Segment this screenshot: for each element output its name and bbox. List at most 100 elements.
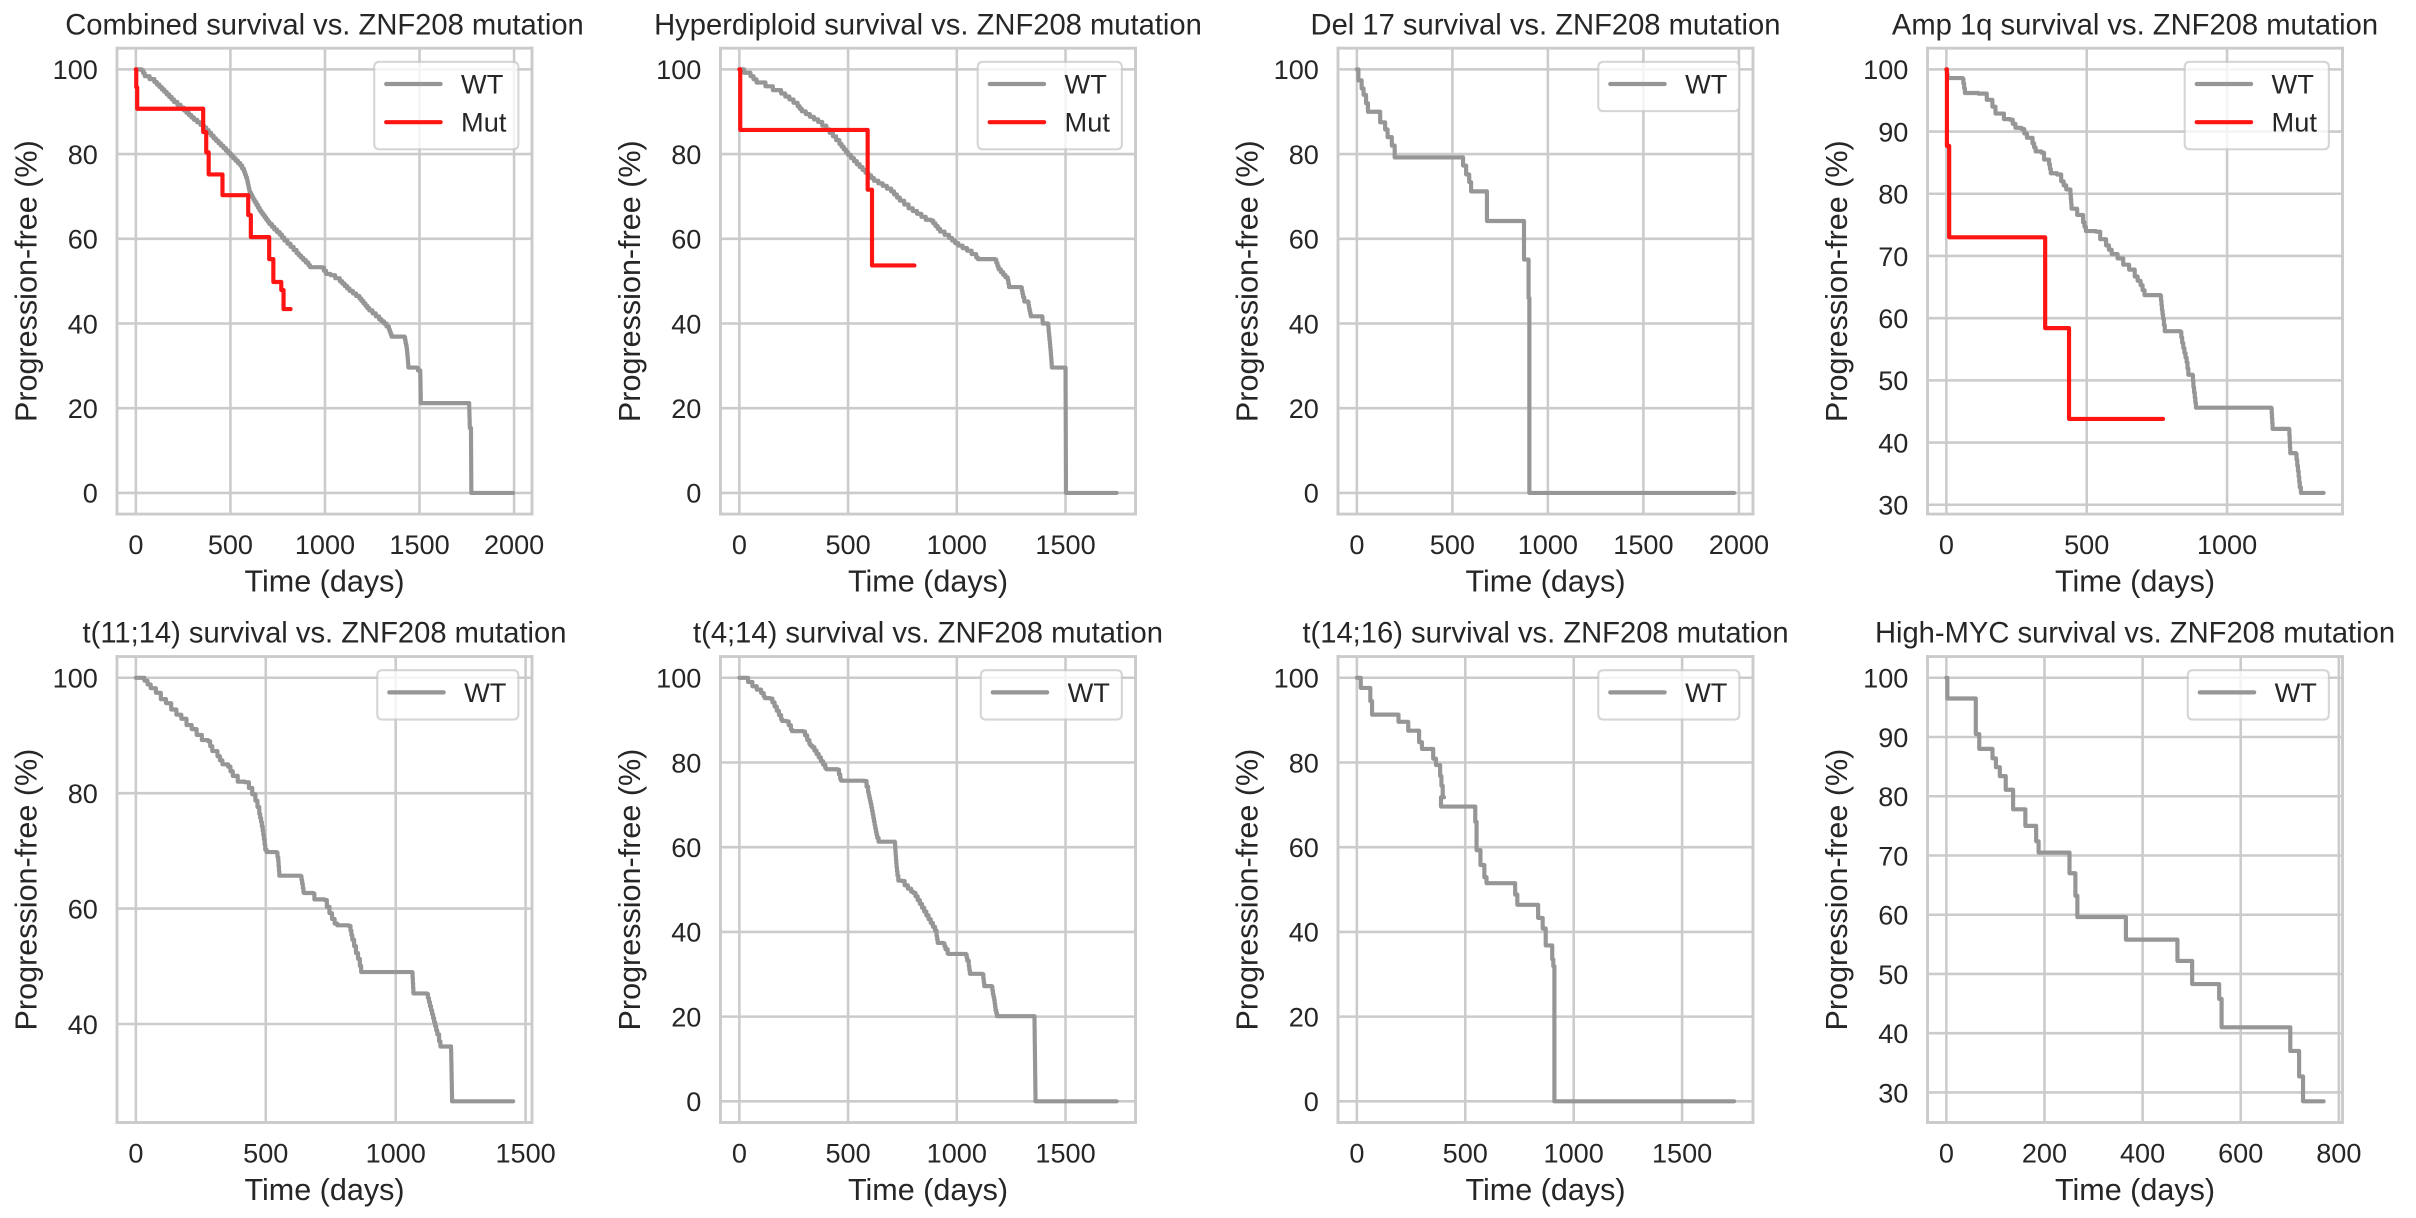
svg-text:40: 40 [671,917,701,948]
svg-text:Amp 1q survival vs. ZNF208 mut: Amp 1q survival vs. ZNF208 mutation [1892,9,2378,41]
svg-text:0: 0 [732,529,747,560]
svg-text:Progression-free (%): Progression-free (%) [613,140,647,422]
svg-text:80: 80 [1878,781,1908,812]
svg-text:Time (days): Time (days) [1465,564,1625,598]
svg-text:1500: 1500 [1652,1137,1712,1168]
svg-text:WT: WT [1685,677,1727,708]
svg-text:500: 500 [1443,1137,1488,1168]
svg-text:60: 60 [1289,832,1319,863]
svg-text:0: 0 [128,1137,143,1168]
svg-text:0: 0 [1349,1137,1364,1168]
svg-text:1500: 1500 [389,529,449,560]
svg-text:Progression-free (%): Progression-free (%) [1820,140,1854,422]
svg-text:1000: 1000 [1518,529,1578,560]
svg-text:80: 80 [1289,747,1319,778]
svg-text:Combined survival vs. ZNF208 m: Combined survival vs. ZNF208 mutation [65,9,584,41]
svg-text:0: 0 [1939,1137,1954,1168]
svg-text:1500: 1500 [1035,529,1095,560]
svg-text:40: 40 [1878,427,1908,458]
svg-text:800: 800 [2316,1137,2361,1168]
svg-text:t(14;16) survival vs. ZNF208 m: t(14;16) survival vs. ZNF208 mutation [1302,618,1788,650]
svg-text:60: 60 [1878,900,1908,931]
svg-text:50: 50 [1878,365,1908,396]
svg-text:500: 500 [243,1137,288,1168]
svg-text:Time (days): Time (days) [2055,1173,2215,1207]
svg-text:500: 500 [825,1137,870,1168]
svg-text:90: 90 [1878,116,1908,147]
svg-text:Progression-free (%): Progression-free (%) [1820,749,1854,1031]
svg-text:60: 60 [68,893,98,924]
svg-text:1000: 1000 [366,1137,426,1168]
svg-text:80: 80 [1878,179,1908,210]
svg-text:Time (days): Time (days) [244,564,404,598]
svg-text:0: 0 [686,478,701,509]
svg-text:100: 100 [656,54,701,85]
svg-text:0: 0 [1304,1086,1319,1117]
svg-text:Mut: Mut [1065,107,1111,138]
svg-text:20: 20 [1289,1001,1319,1032]
svg-text:70: 70 [1878,241,1908,272]
svg-text:80: 80 [68,778,98,809]
svg-text:100: 100 [656,663,701,694]
svg-text:40: 40 [68,1009,98,1040]
svg-text:100: 100 [1274,54,1319,85]
svg-text:80: 80 [68,139,98,170]
svg-text:20: 20 [68,393,98,424]
svg-text:0: 0 [1939,529,1954,560]
svg-text:Time (days): Time (days) [848,564,1008,598]
svg-text:Time (days): Time (days) [848,1173,1008,1207]
svg-text:1000: 1000 [927,1137,987,1168]
svg-text:Del 17 survival vs. ZNF208 mut: Del 17 survival vs. ZNF208 mutation [1311,9,1781,41]
svg-text:0: 0 [1349,529,1364,560]
svg-text:Mut: Mut [461,107,507,138]
svg-text:1000: 1000 [1544,1137,1604,1168]
svg-text:Progression-free (%): Progression-free (%) [10,749,44,1031]
svg-text:400: 400 [2120,1137,2165,1168]
svg-text:0: 0 [83,478,98,509]
svg-text:90: 90 [1878,722,1908,753]
svg-text:1500: 1500 [1035,1137,1095,1168]
svg-text:40: 40 [68,308,98,339]
svg-text:Progression-free (%): Progression-free (%) [613,749,647,1031]
svg-text:2000: 2000 [484,529,544,560]
svg-text:Time (days): Time (days) [2055,564,2215,598]
svg-text:Time (days): Time (days) [244,1173,404,1207]
svg-text:Hyperdiploid survival vs. ZNF2: Hyperdiploid survival vs. ZNF208 mutatio… [654,9,1202,41]
svg-text:WT: WT [1065,69,1107,100]
svg-text:40: 40 [1289,917,1319,948]
svg-text:500: 500 [2064,529,2109,560]
svg-text:60: 60 [671,224,701,255]
svg-text:100: 100 [1863,54,1908,85]
svg-text:80: 80 [1289,139,1319,170]
svg-text:70: 70 [1878,840,1908,871]
svg-text:Progression-free (%): Progression-free (%) [1231,140,1265,422]
svg-text:0: 0 [686,1086,701,1117]
svg-text:Mut: Mut [2272,107,2318,138]
svg-text:0: 0 [128,529,143,560]
svg-text:2000: 2000 [1709,529,1769,560]
svg-text:40: 40 [671,308,701,339]
svg-text:1500: 1500 [495,1137,555,1168]
svg-text:50: 50 [1878,959,1908,990]
svg-text:600: 600 [2218,1137,2263,1168]
svg-text:Progression-free (%): Progression-free (%) [1231,749,1265,1031]
svg-text:High-MYC survival vs. ZNF208 m: High-MYC survival vs. ZNF208 mutation [1875,618,2395,650]
svg-text:100: 100 [1863,663,1908,694]
svg-text:1500: 1500 [1613,529,1673,560]
svg-text:30: 30 [1878,490,1908,521]
svg-text:t(11;14) survival vs. ZNF208 m: t(11;14) survival vs. ZNF208 mutation [83,618,567,650]
svg-text:60: 60 [1878,303,1908,334]
svg-text:100: 100 [53,54,98,85]
svg-text:0: 0 [732,1137,747,1168]
svg-text:Progression-free (%): Progression-free (%) [10,140,44,422]
svg-text:40: 40 [1289,308,1319,339]
svg-text:1000: 1000 [2197,529,2257,560]
svg-text:500: 500 [208,529,253,560]
svg-text:20: 20 [1289,393,1319,424]
svg-text:80: 80 [671,139,701,170]
svg-text:t(4;14) survival vs. ZNF208 mu: t(4;14) survival vs. ZNF208 mutation [693,618,1163,650]
svg-text:200: 200 [2022,1137,2067,1168]
svg-text:60: 60 [1289,224,1319,255]
svg-text:WT: WT [464,677,506,708]
svg-text:100: 100 [53,663,98,694]
